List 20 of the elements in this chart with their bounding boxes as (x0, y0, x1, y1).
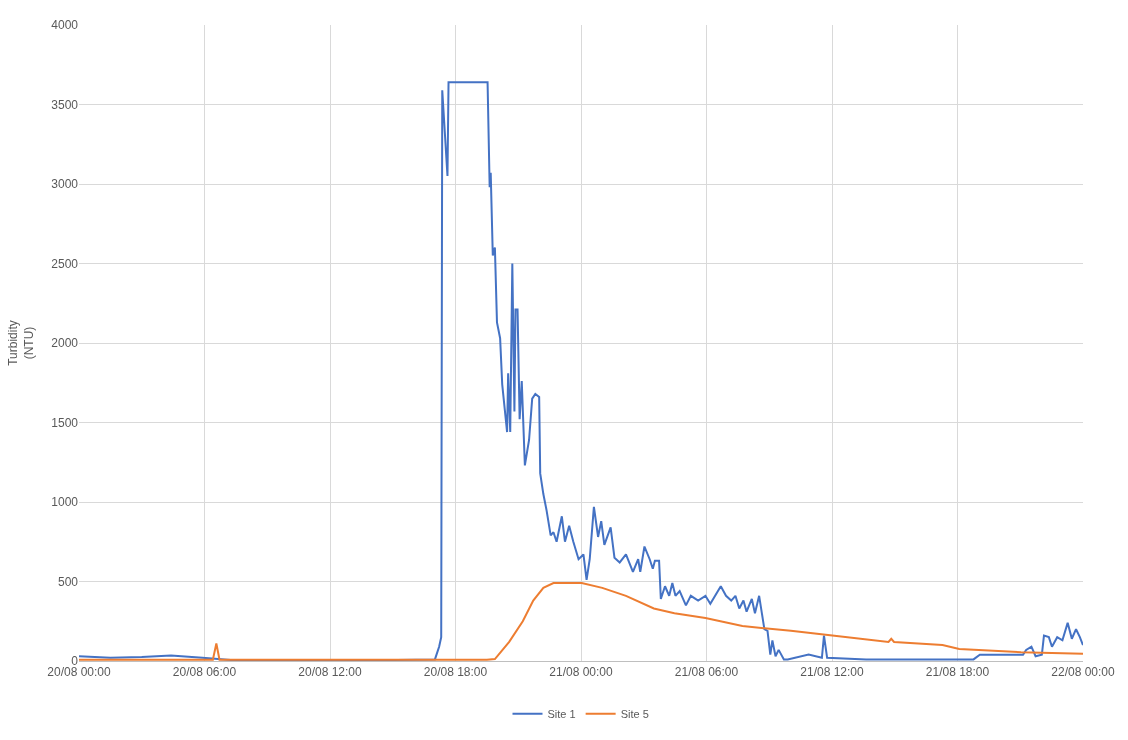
x-tick-label: 22/08 00:00 (1051, 665, 1116, 680)
y-tick-label: 2000 (51, 336, 79, 351)
y-tick-label: 4000 (51, 18, 79, 33)
x-tick-label: 21/08 18:00 (925, 665, 990, 680)
y-tick-label: 3000 (51, 177, 79, 192)
x-tick-label: 21/08 12:00 (800, 665, 865, 680)
y-tick-label: 3500 (51, 97, 79, 112)
x-tick-label: 21/08 00:00 (549, 665, 614, 680)
y-tick-label: 500 (57, 574, 79, 589)
x-tick-label: 20/08 12:00 (298, 665, 363, 680)
y-axis-title: Turbidity (NTU) (6, 320, 36, 366)
y-tick-label: 2500 (51, 256, 79, 271)
x-tick-label: 20/08 18:00 (423, 665, 488, 680)
legend-label: Site 1 (547, 707, 576, 720)
legend-label: Site 5 (620, 707, 649, 720)
x-tick-label: 21/08 06:00 (674, 665, 739, 680)
x-tick-label: 20/08 00:00 (47, 665, 112, 680)
y-tick-label: 1000 (51, 495, 79, 510)
y-tick-label: 1500 (51, 415, 79, 430)
x-tick-label: 20/08 06:00 (172, 665, 237, 680)
